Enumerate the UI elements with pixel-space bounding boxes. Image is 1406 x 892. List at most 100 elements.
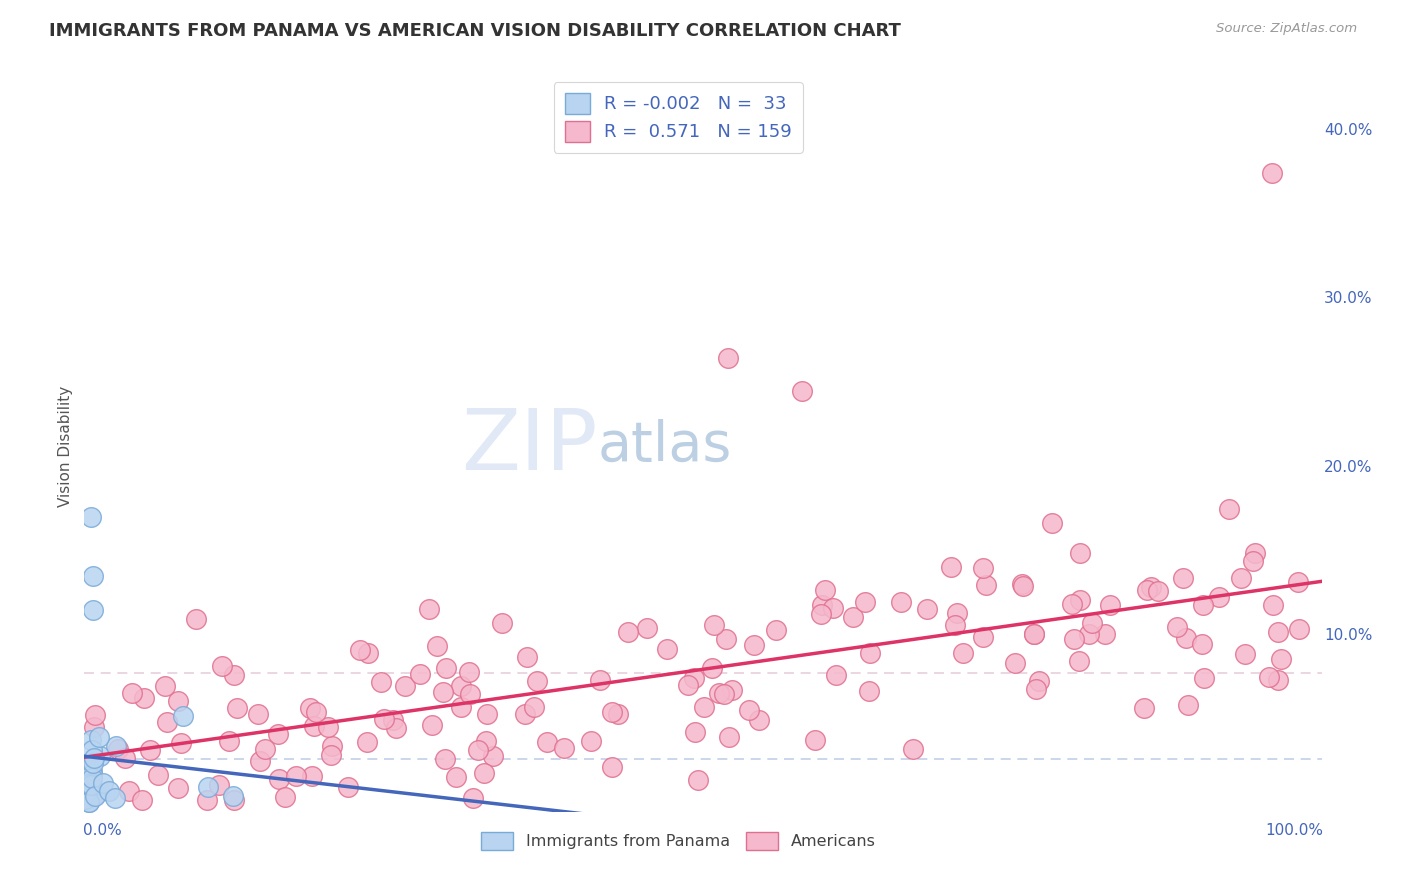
Point: [1063, 632, 1085, 647]
Point: [75, 791, 97, 805]
Point: [267, 772, 290, 786]
Point: [1288, 622, 1310, 636]
Point: [336, 780, 359, 794]
Point: [299, 701, 322, 715]
Point: [87, 730, 110, 744]
Point: [166, 780, 188, 795]
Point: [319, 748, 342, 763]
Point: [1028, 673, 1050, 688]
Point: [1098, 599, 1121, 613]
Point: [803, 732, 825, 747]
Point: [172, 709, 194, 723]
Point: [1025, 681, 1047, 696]
Point: [80, 776, 103, 790]
Point: [1166, 619, 1188, 633]
Point: [1192, 671, 1215, 685]
Point: [458, 687, 481, 701]
Point: [1230, 571, 1253, 585]
Point: [1261, 166, 1284, 180]
Point: [747, 713, 769, 727]
Point: [222, 668, 245, 682]
Point: [208, 778, 231, 792]
Text: Source: ZipAtlas.com: Source: ZipAtlas.com: [1216, 22, 1357, 36]
Point: [1011, 577, 1033, 591]
Point: [461, 791, 484, 805]
Point: [1069, 546, 1091, 560]
Point: [139, 743, 162, 757]
Point: [82, 603, 104, 617]
Point: [814, 583, 837, 598]
Point: [79, 510, 101, 524]
Point: [148, 768, 170, 782]
Point: [1218, 501, 1240, 516]
Point: [1011, 579, 1033, 593]
Point: [467, 742, 489, 756]
Point: [131, 793, 153, 807]
Point: [1146, 584, 1168, 599]
Point: [515, 706, 537, 721]
Point: [952, 647, 974, 661]
Point: [197, 780, 219, 795]
Point: [683, 724, 706, 739]
Point: [82, 569, 104, 583]
Point: [114, 751, 136, 765]
Text: IMMIGRANTS FROM PANAMA VS AMERICAN VISION DISABILITY CORRELATION CHART: IMMIGRANTS FROM PANAMA VS AMERICAN VISIO…: [49, 22, 901, 40]
Point: [858, 683, 880, 698]
Point: [516, 650, 538, 665]
Point: [91, 776, 114, 790]
Point: [1286, 575, 1309, 590]
Point: [853, 594, 876, 608]
Point: [84, 787, 107, 801]
Point: [84, 708, 107, 723]
Point: [890, 595, 912, 609]
Point: [553, 740, 575, 755]
Point: [224, 793, 246, 807]
Point: [738, 702, 761, 716]
Point: [1062, 597, 1084, 611]
Point: [222, 789, 245, 803]
Point: [824, 668, 846, 682]
Point: [686, 773, 709, 788]
Point: [693, 700, 716, 714]
Point: [82, 743, 104, 757]
Point: [526, 674, 548, 689]
Point: [475, 733, 498, 747]
Point: [75, 790, 97, 805]
Point: [841, 610, 863, 624]
Point: [394, 679, 416, 693]
Point: [1077, 627, 1099, 641]
Point: [104, 790, 127, 805]
Point: [1191, 637, 1213, 651]
Point: [82, 756, 104, 770]
Point: [77, 795, 100, 809]
Point: [765, 623, 787, 637]
Point: [1069, 592, 1091, 607]
Point: [357, 646, 380, 660]
Point: [714, 632, 737, 646]
Point: [823, 601, 845, 615]
Point: [433, 752, 456, 766]
Point: [195, 793, 218, 807]
Point: [107, 742, 129, 756]
Text: 20.0%: 20.0%: [1324, 459, 1372, 475]
Point: [616, 625, 638, 640]
Point: [370, 675, 392, 690]
Point: [80, 779, 103, 793]
Y-axis label: Vision Disability: Vision Disability: [58, 385, 73, 507]
Point: [1234, 647, 1257, 661]
Point: [600, 760, 623, 774]
Point: [274, 789, 297, 804]
Point: [475, 706, 498, 721]
Point: [450, 700, 472, 714]
Point: [184, 612, 207, 626]
Point: [1133, 700, 1156, 714]
Point: [79, 795, 101, 809]
Point: [356, 735, 378, 749]
Point: [446, 770, 468, 784]
Point: [717, 351, 740, 365]
Point: [1177, 698, 1199, 712]
Point: [385, 721, 408, 735]
Point: [1022, 627, 1045, 641]
Point: [409, 667, 432, 681]
Point: [458, 665, 481, 679]
